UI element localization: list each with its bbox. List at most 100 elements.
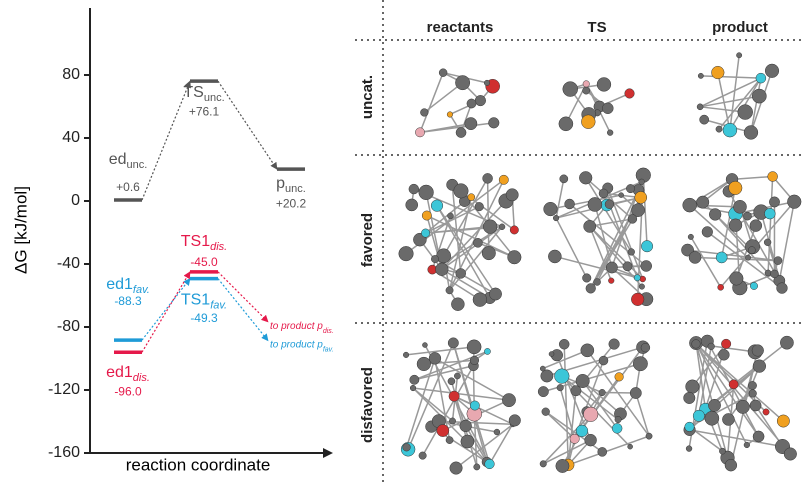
- atom: [625, 89, 635, 99]
- atom: [599, 389, 606, 396]
- atom: [475, 95, 486, 106]
- molecule-renderings: [399, 53, 801, 475]
- value-label: +0.6: [116, 180, 140, 194]
- atom: [736, 53, 741, 58]
- atom: [752, 89, 766, 103]
- atom: [639, 179, 645, 185]
- atom: [729, 219, 742, 232]
- atom: [599, 189, 608, 198]
- atom: [456, 268, 466, 278]
- bond: [701, 76, 761, 78]
- column-header: product: [712, 19, 768, 36]
- atom: [422, 343, 427, 348]
- atom: [451, 298, 464, 311]
- atom: [594, 278, 601, 285]
- atom: [716, 126, 722, 132]
- atom: [422, 211, 431, 220]
- atom: [721, 339, 731, 349]
- level-label: TS1dis.: [181, 233, 227, 253]
- atom: [615, 373, 624, 382]
- level-label-main: TS: [183, 84, 203, 101]
- atom: [750, 220, 762, 232]
- atom: [693, 410, 704, 421]
- atom: [420, 109, 428, 117]
- atom: [559, 339, 569, 349]
- atom: [750, 282, 757, 289]
- level-label-main: TS1: [181, 292, 210, 309]
- atom: [448, 378, 455, 385]
- atom: [576, 425, 588, 437]
- atom: [540, 461, 546, 467]
- atom: [705, 411, 719, 425]
- atom: [585, 434, 597, 446]
- bond: [420, 73, 443, 133]
- atom: [429, 352, 441, 364]
- atom: [542, 408, 550, 416]
- arrow-label: to product pdis.: [270, 321, 334, 335]
- atom: [753, 360, 766, 373]
- atom: [484, 348, 490, 354]
- atom: [745, 255, 750, 260]
- atom: [449, 391, 459, 401]
- y-tick-label: -120: [48, 381, 80, 398]
- atom: [623, 262, 632, 271]
- atom: [752, 345, 764, 357]
- atom: [454, 373, 460, 379]
- atom: [609, 339, 620, 350]
- atom: [605, 200, 614, 209]
- atom: [439, 69, 447, 77]
- atom: [764, 208, 775, 219]
- arrow-label-main: to product p: [270, 339, 323, 350]
- atom: [749, 390, 757, 398]
- atom: [685, 422, 694, 431]
- atom: [446, 437, 453, 444]
- atom: [631, 293, 644, 306]
- atom: [597, 78, 611, 92]
- atom: [510, 226, 518, 234]
- atom: [615, 416, 621, 422]
- bond: [556, 218, 587, 278]
- connector: [218, 81, 277, 169]
- bond: [556, 179, 564, 218]
- atom: [581, 344, 594, 357]
- atom: [435, 263, 448, 276]
- atom: [549, 352, 554, 357]
- atom: [686, 380, 700, 394]
- atom: [639, 284, 645, 290]
- atom: [541, 370, 553, 382]
- y-tick-label: -80: [57, 318, 80, 335]
- atom: [447, 213, 453, 219]
- atom: [630, 387, 641, 398]
- atom: [607, 130, 613, 136]
- atom: [588, 197, 602, 211]
- level-label-sub: unc.: [204, 92, 225, 104]
- atom: [709, 209, 721, 221]
- x-axis-label: reaction coordinate: [126, 455, 271, 474]
- atom: [449, 418, 455, 424]
- atom: [684, 392, 695, 403]
- column-header: TS: [587, 19, 606, 36]
- level-label-main: ed1: [106, 276, 133, 293]
- atom: [584, 220, 596, 232]
- y-tick-label: 0: [71, 192, 80, 209]
- atom: [437, 249, 451, 263]
- atom: [784, 448, 797, 461]
- atom: [599, 356, 608, 365]
- atom: [586, 284, 596, 294]
- atom: [437, 425, 449, 437]
- level-label: TSunc.: [183, 84, 224, 104]
- atom: [583, 407, 598, 422]
- atom: [787, 195, 801, 209]
- atom: [598, 447, 607, 456]
- atom: [722, 413, 734, 425]
- atom: [763, 409, 769, 415]
- value-label: +20.2: [276, 196, 307, 210]
- atom: [468, 194, 475, 201]
- y-tick-label: -40: [57, 255, 80, 272]
- atom: [470, 401, 479, 410]
- atom: [502, 393, 515, 406]
- atom: [689, 251, 701, 263]
- bond: [779, 202, 794, 281]
- bond: [636, 393, 649, 436]
- atom: [581, 115, 595, 129]
